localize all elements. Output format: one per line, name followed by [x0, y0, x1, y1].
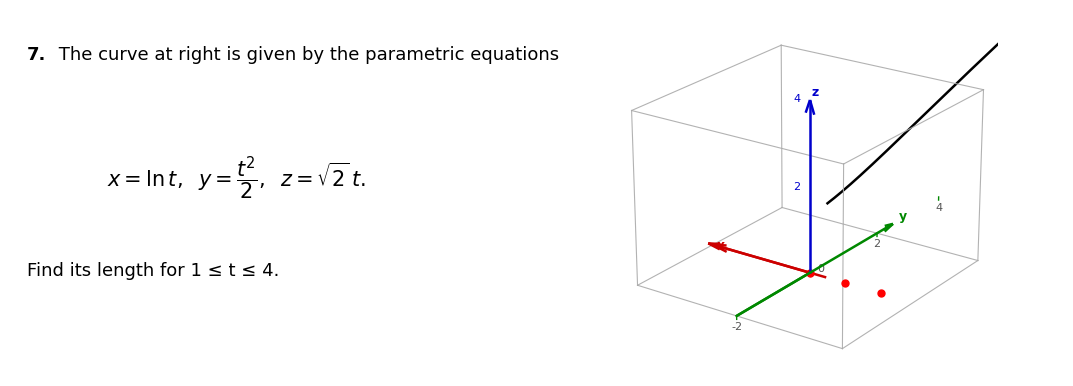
- Text: The curve at right is given by the parametric equations: The curve at right is given by the param…: [53, 46, 559, 64]
- Text: $x = \ln t, \;\; y = \dfrac{t^2}{2}, \;\; z = \sqrt{2}\,t.$: $x = \ln t, \;\; y = \dfrac{t^2}{2}, \;\…: [107, 154, 366, 202]
- Text: Find its length for 1 ≤ t ≤ 4.: Find its length for 1 ≤ t ≤ 4.: [27, 262, 279, 281]
- Text: 7.: 7.: [27, 46, 46, 64]
